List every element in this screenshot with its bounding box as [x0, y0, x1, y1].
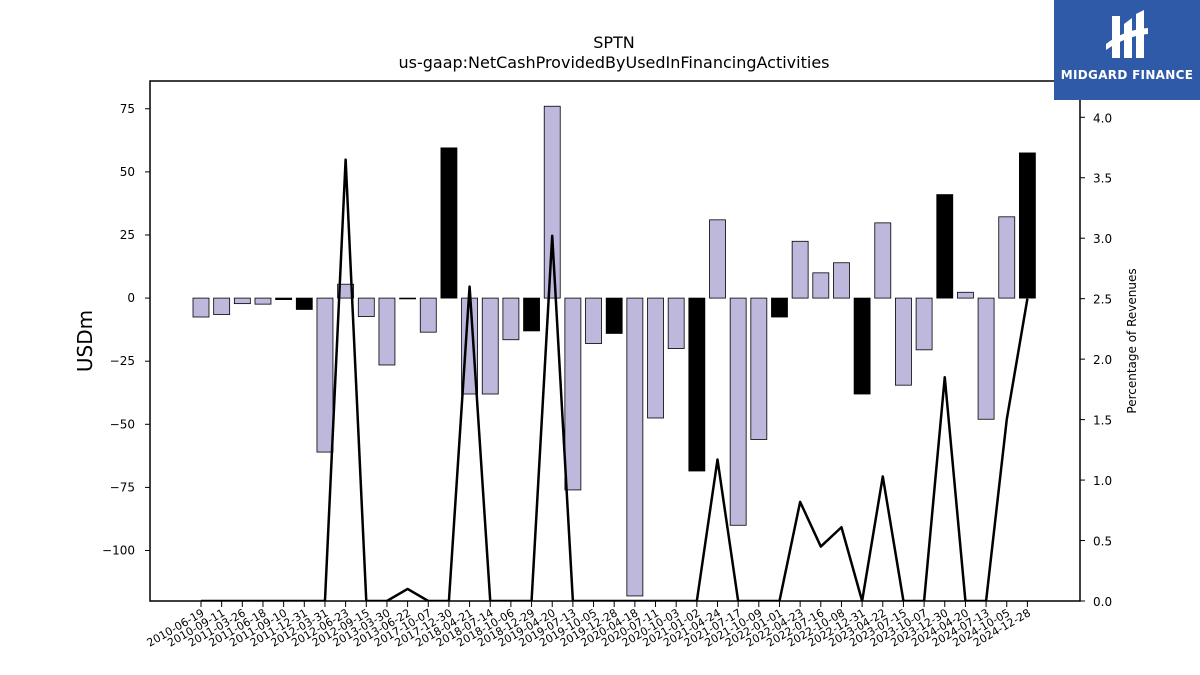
bar-2021-01-02 [688, 297, 706, 472]
x-axis: 2010-06-192010-09-112011-03-262011-06-18… [145, 601, 1033, 650]
bar-2013-06-22 [399, 297, 417, 300]
y-tick-label: 75 [120, 102, 135, 116]
y2-tick-label: 3.5 [1093, 172, 1112, 186]
bar-2011-12-31 [295, 297, 313, 310]
y2-tick-label: 3.0 [1093, 232, 1112, 246]
bar-2023-12-30 [936, 194, 954, 299]
y2-axis-label: Percentage of Revenues [1125, 268, 1139, 413]
bar-2023-04-22 [874, 222, 892, 299]
bar-2018-10-06 [502, 297, 520, 341]
bar-2020-07-11 [647, 297, 664, 419]
y2-axis: 0.0 0.5 1.0 1.5 2.0 2.5 3.0 3.5 4.0 [1080, 111, 1112, 609]
bar-2012-03-31 [316, 297, 334, 453]
y-tick-label: −100 [102, 544, 135, 558]
plot-frame [149, 80, 1081, 602]
bar-2024-10-05 [998, 216, 1016, 299]
brand-logo: MIDGARD FINANCE [1054, 0, 1200, 100]
y2-tick-label: 4.0 [1093, 111, 1112, 125]
bar-2023-10-07 [915, 297, 933, 351]
bar-2022-10-08 [833, 262, 850, 299]
bar-2019-10-05 [585, 297, 602, 344]
y-tick-label: 50 [120, 165, 135, 179]
bar-2024-04-20 [957, 291, 974, 299]
bar-2022-12-31 [853, 297, 871, 395]
chart-subtitle: us-gaap:NetCashProvidedByUsedInFinancing… [398, 53, 829, 72]
bar-2024-12-28 [1019, 152, 1036, 299]
bar-2010-09-11 [213, 297, 231, 315]
y2-tick-label: 2.0 [1093, 353, 1112, 367]
y2-tick-label: 2.5 [1093, 293, 1112, 307]
bar-2021-07-17 [729, 297, 747, 526]
bar-2012-06-23 [337, 283, 355, 299]
bar-2019-07-13 [564, 297, 582, 491]
bar-2010-06-19 [192, 297, 210, 318]
bar-series [192, 105, 1036, 597]
bar-2017-10-07 [419, 297, 437, 333]
bar-2023-07-15 [895, 297, 912, 386]
chart-title: SPTN [593, 33, 635, 52]
y-tick-label: −50 [110, 417, 135, 431]
bar-2024-07-13 [977, 297, 995, 420]
bar-2020-10-03 [667, 297, 685, 349]
y-axis-label: USDm [73, 310, 97, 372]
brand-mark-icon [1106, 10, 1148, 58]
bar-2019-04-20 [543, 105, 561, 299]
brand-name: MIDGARD FINANCE [1060, 68, 1194, 82]
y-tick-label: −25 [110, 354, 135, 368]
y-tick-label: −75 [110, 480, 135, 494]
bar-2013-03-30 [378, 297, 396, 366]
bar-2022-07-16 [812, 272, 830, 299]
bar-2020-04-18 [626, 297, 644, 597]
bar-2022-04-23 [791, 240, 809, 299]
y-axis: 75 50 25 0 −25 −50 −75 −100 [102, 102, 150, 558]
y2-tick-label: 0.5 [1093, 535, 1112, 549]
revenue-percentage-line [201, 158, 1029, 601]
bar-2011-03-26 [233, 297, 251, 305]
bar-2021-04-24 [709, 219, 726, 299]
bar-2011-09-10 [275, 297, 293, 300]
bar-2019-12-28 [605, 297, 623, 334]
y-tick-label: 0 [127, 291, 135, 305]
y2-tick-label: 1.5 [1093, 414, 1112, 428]
bar-2021-10-09 [750, 297, 768, 440]
line-series [201, 158, 1029, 601]
bar-2017-12-30 [440, 147, 458, 299]
bar-2018-07-14 [481, 297, 499, 395]
y2-tick-label: 0.0 [1093, 595, 1112, 609]
bar-2011-06-18 [254, 297, 272, 305]
bar-2012-09-15 [357, 297, 375, 317]
bar-2022-01-01 [771, 297, 788, 318]
bar-2018-12-29 [523, 297, 540, 332]
y2-tick-label: 1.0 [1093, 474, 1112, 488]
y-tick-label: 25 [120, 228, 135, 242]
